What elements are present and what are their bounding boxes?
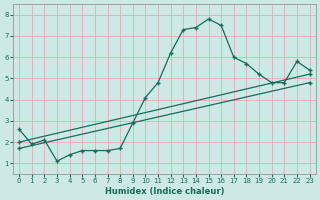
X-axis label: Humidex (Indice chaleur): Humidex (Indice chaleur): [105, 187, 224, 196]
